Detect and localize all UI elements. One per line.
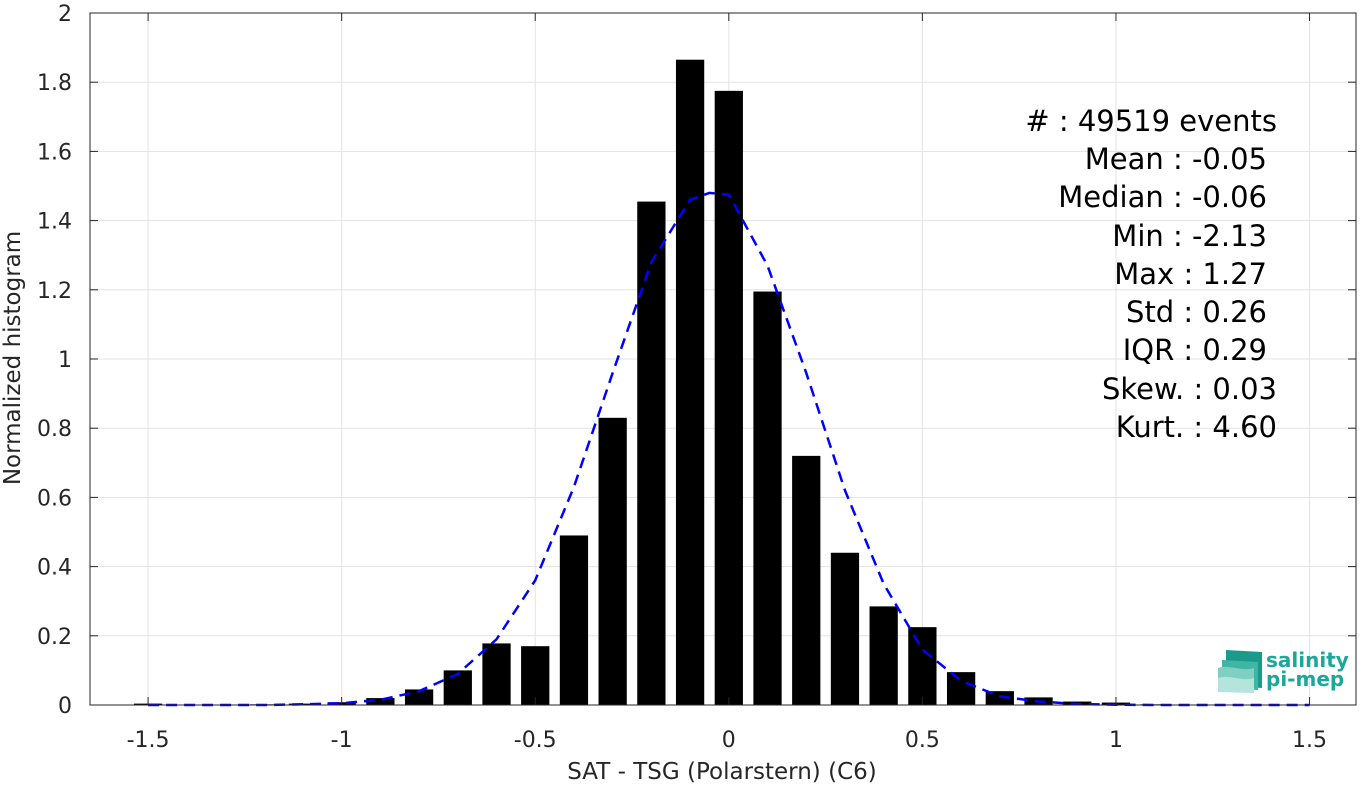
x-axis-ticks: -1.5 -1 -0.5 0 0.5 1 1.5 bbox=[127, 13, 1327, 753]
y-tick-label: 0 bbox=[58, 694, 72, 719]
stat-skew: Skew. : 0.03 bbox=[1102, 372, 1277, 406]
x-tick-label: 0 bbox=[722, 728, 736, 753]
histogram-bar bbox=[792, 455, 821, 705]
histogram-bar bbox=[946, 672, 976, 705]
y-tick-label: 1.4 bbox=[37, 210, 72, 235]
histogram-bar bbox=[637, 201, 666, 705]
y-tick-label: 0.2 bbox=[37, 625, 72, 650]
y-tick-label: 1.8 bbox=[37, 71, 72, 96]
x-tick-label: 1.5 bbox=[1292, 728, 1327, 753]
y-axis-label: Normalized histogram bbox=[0, 231, 26, 485]
stat-events: # : 49519 events bbox=[1025, 104, 1277, 138]
stat-min: Min : -2.13 bbox=[1112, 219, 1267, 253]
histogram-bar bbox=[404, 689, 434, 705]
y-axis-ticks: 0 0.2 0.4 0.6 0.8 1 1.2 1.4 1.6 1.8 2 bbox=[37, 2, 1356, 719]
x-tick-label: -0.5 bbox=[514, 728, 557, 753]
histogram-bar bbox=[521, 646, 550, 705]
y-tick-label: 1.6 bbox=[37, 140, 72, 165]
histogram-bar bbox=[366, 698, 395, 705]
x-tick-label: 1 bbox=[1109, 728, 1123, 753]
histogram-bars bbox=[133, 59, 1169, 706]
stat-kurt: Kurt. : 4.60 bbox=[1116, 410, 1277, 444]
y-tick-label: 2 bbox=[58, 2, 72, 27]
stat-mean: Mean : -0.05 bbox=[1085, 142, 1267, 176]
statistics-panel: # : 49519 events Mean : -0.05 Median : -… bbox=[1025, 104, 1277, 444]
y-tick-label: 1.2 bbox=[37, 279, 72, 304]
logo-line2: pi-mep bbox=[1266, 667, 1344, 691]
histogram-bar bbox=[443, 670, 472, 705]
histogram-bar bbox=[482, 643, 511, 705]
stat-median: Median : -0.06 bbox=[1058, 180, 1267, 214]
logo-wave-icon bbox=[1218, 650, 1262, 693]
stat-std: Std : 0.26 bbox=[1126, 295, 1267, 329]
histogram-bar bbox=[908, 627, 937, 705]
y-tick-label: 0.8 bbox=[37, 417, 72, 442]
x-tick-label: -1.5 bbox=[127, 728, 170, 753]
stat-max: Max : 1.27 bbox=[1114, 257, 1267, 291]
histogram-bar bbox=[598, 417, 627, 705]
histogram-bar bbox=[753, 291, 782, 705]
x-tick-label: -1 bbox=[331, 728, 353, 753]
x-axis-label: SAT - TSG (Polarstern) (C6) bbox=[567, 759, 876, 785]
histogram-bar bbox=[559, 535, 589, 705]
y-tick-label: 0.4 bbox=[37, 556, 72, 581]
y-tick-label: 0.6 bbox=[37, 486, 72, 511]
y-tick-label: 1 bbox=[58, 348, 72, 373]
histogram-bar bbox=[714, 90, 743, 706]
histogram-bar bbox=[675, 59, 705, 705]
logo-line1: salinity bbox=[1266, 648, 1349, 672]
x-tick-label: 0.5 bbox=[905, 728, 940, 753]
histogram-bar bbox=[985, 691, 1014, 705]
histogram-bar bbox=[869, 606, 898, 705]
stat-iqr: IQR : 0.29 bbox=[1123, 333, 1267, 367]
histogram-bar bbox=[830, 552, 860, 705]
salinity-pi-mep-logo: salinity pi-mep bbox=[1218, 648, 1349, 693]
